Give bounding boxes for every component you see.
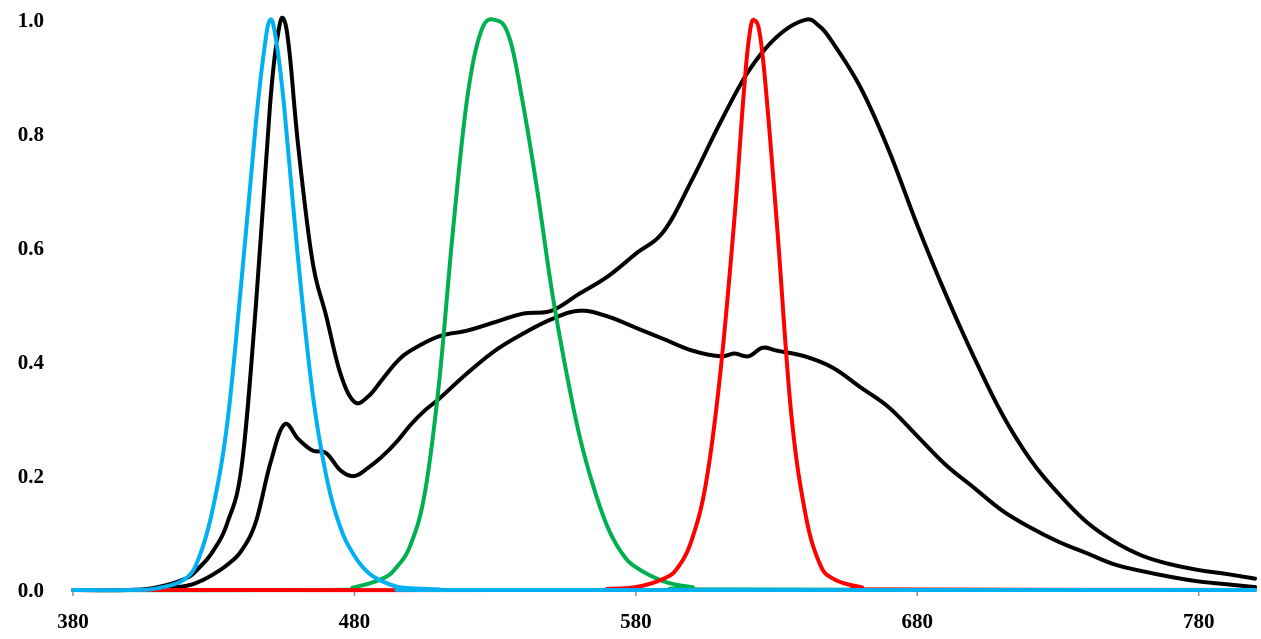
x-tick-label: 680 — [902, 609, 934, 633]
blue-led-series-line — [71, 17, 1257, 593]
x-tick-label: 580 — [620, 609, 652, 633]
series-group — [71, 15, 1257, 593]
y-tick-label: 0.4 — [18, 350, 45, 374]
y-tick-label: 0.8 — [18, 122, 44, 146]
red-led-series-line — [71, 17, 1257, 593]
green-led-series-line — [71, 17, 1257, 593]
y-tick-label: 1.0 — [18, 8, 44, 32]
white-led-a-series-line — [71, 15, 1257, 593]
y-tick-label: 0.2 — [18, 464, 44, 488]
x-tick-label: 480 — [339, 609, 371, 633]
white-led-b-series-line — [71, 308, 1257, 593]
x-tick-label: 780 — [1183, 609, 1215, 633]
x-tick-label: 380 — [57, 609, 89, 633]
tick-labels: 380 480 580 680 780 0.0 0.2 0.4 0.6 0.8 1.0 — [18, 8, 1215, 633]
y-tick-label: 0.0 — [18, 578, 44, 602]
y-tick-label: 0.6 — [18, 236, 44, 260]
